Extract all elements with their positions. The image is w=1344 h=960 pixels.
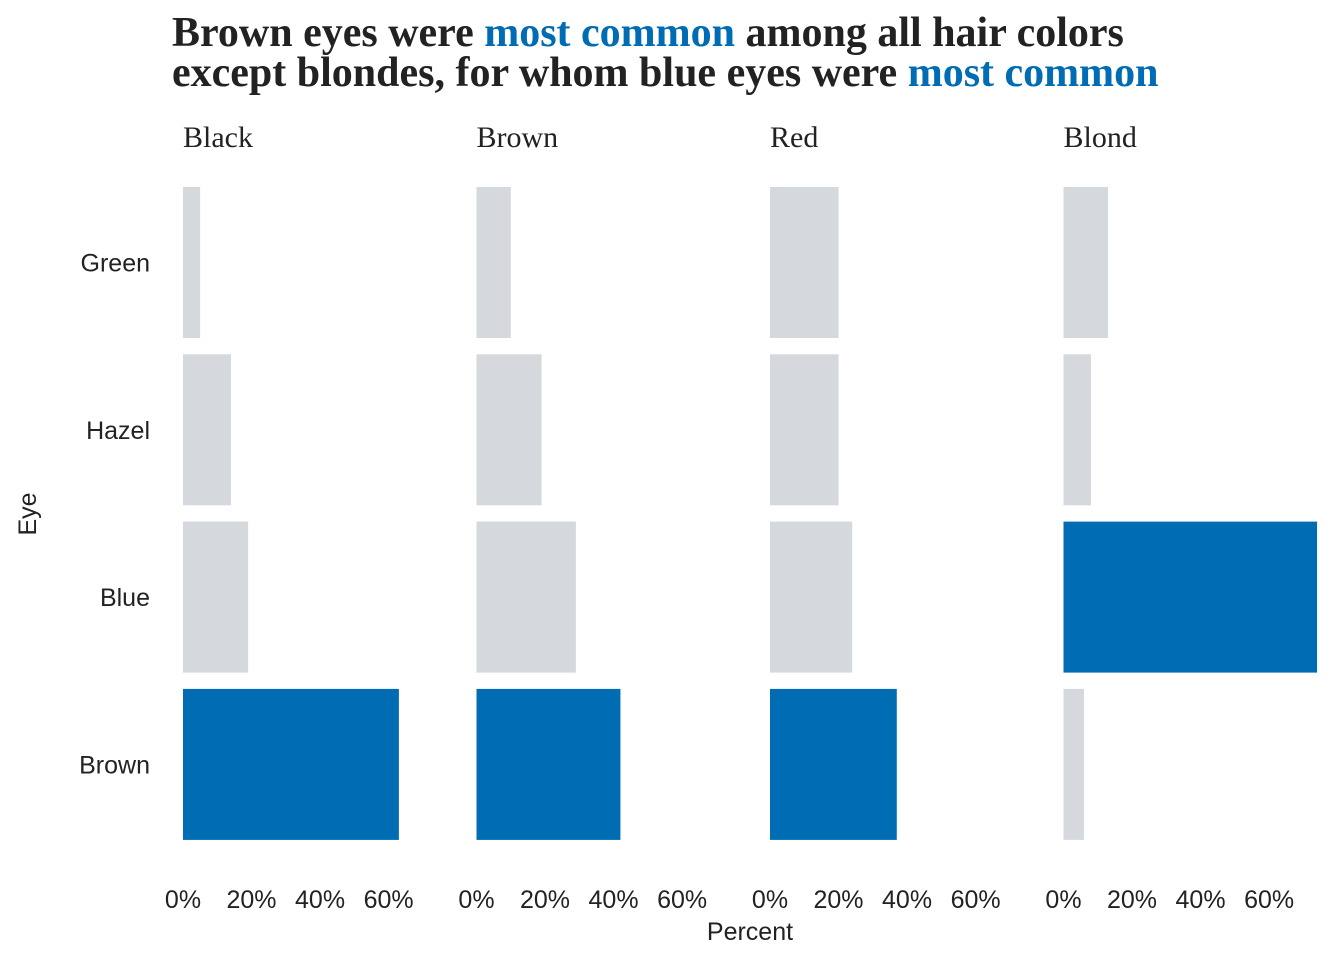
- facet-label: Brown: [477, 121, 559, 154]
- x-tick-label: 20%: [520, 886, 570, 914]
- bar: [476, 187, 511, 338]
- x-tick-label: 60%: [364, 886, 414, 914]
- bar: [770, 354, 839, 506]
- x-tick-label: 20%: [1107, 886, 1157, 914]
- x-tick-label: 40%: [589, 886, 639, 914]
- x-tick-label: 0%: [1045, 886, 1081, 914]
- facet-label: Black: [183, 121, 253, 154]
- x-tick-label: 20%: [814, 886, 864, 914]
- y-tick-label: Hazel: [86, 417, 150, 445]
- x-tick-label: 0%: [458, 886, 494, 914]
- x-tick-label: 60%: [1244, 886, 1294, 914]
- facet-label: Blond: [1064, 121, 1137, 154]
- bar: [183, 688, 399, 840]
- chart-title-line: except blondes, for whom blue eyes were …: [172, 50, 1159, 96]
- bar: [476, 688, 621, 840]
- title-segment: most common: [484, 10, 735, 56]
- bar: [476, 354, 542, 506]
- y-axis-label: Eye: [14, 492, 42, 535]
- x-tick-label: 0%: [752, 886, 788, 914]
- bar: [183, 187, 201, 338]
- bar: [770, 187, 839, 338]
- x-tick-label: 0%: [165, 886, 201, 914]
- bar: [770, 521, 853, 673]
- bar: [476, 521, 576, 673]
- bar: [183, 521, 249, 673]
- chart-title-line: Brown eyes were most common among all ha…: [172, 10, 1124, 56]
- bar: [1063, 521, 1318, 673]
- bar: [1063, 354, 1091, 506]
- title-segment: Brown eyes were: [172, 10, 484, 56]
- x-tick-label: 40%: [882, 886, 932, 914]
- x-tick-label: 60%: [657, 886, 707, 914]
- bar: [183, 354, 231, 506]
- x-axis-label: Percent: [707, 918, 793, 946]
- x-tick-label: 40%: [295, 886, 345, 914]
- title-segment: most common: [908, 50, 1159, 96]
- x-tick-label: 40%: [1176, 886, 1226, 914]
- bar: [1063, 688, 1085, 840]
- x-tick-label: 60%: [951, 886, 1001, 914]
- bar: [770, 688, 897, 840]
- title-segment: except blondes, for whom blue eyes were: [172, 50, 908, 96]
- y-tick-label: Blue: [100, 584, 150, 612]
- facet-label: Red: [770, 121, 818, 154]
- y-tick-label: Green: [81, 250, 150, 278]
- bar: [1063, 187, 1109, 338]
- x-tick-label: 20%: [227, 886, 277, 914]
- y-tick-label: Brown: [79, 751, 150, 779]
- title-segment: among all hair colors: [735, 10, 1124, 56]
